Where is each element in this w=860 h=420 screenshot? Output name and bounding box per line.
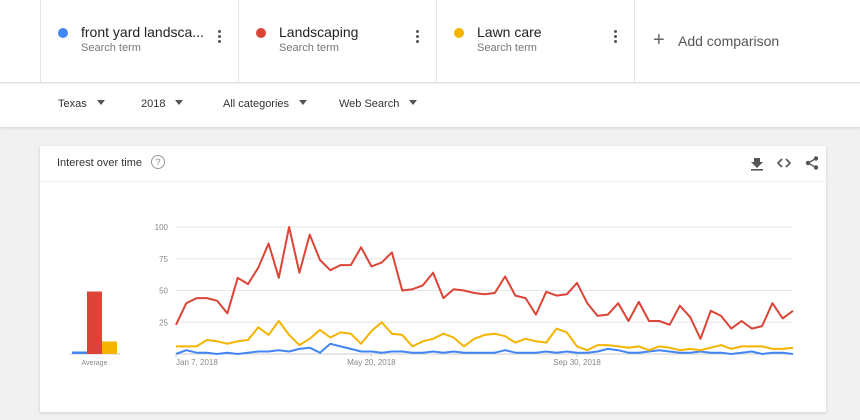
time-filter[interactable]: 2018	[141, 98, 184, 110]
series-color-dot	[58, 28, 68, 38]
search-term-2[interactable]: Landscaping Search term	[238, 0, 436, 83]
share-icon[interactable]	[804, 155, 820, 171]
chevron-down-icon	[175, 100, 184, 105]
search-term-name[interactable]: front yard landsca...	[81, 24, 204, 40]
category-filter-label: All categories	[223, 98, 290, 110]
y-tick-label: 100	[155, 223, 169, 232]
average-bar	[102, 341, 117, 354]
region-filter[interactable]: Texas	[58, 98, 105, 110]
average-bars: Average	[70, 291, 120, 367]
download-icon[interactable]	[749, 155, 765, 171]
more-options-icon[interactable]	[614, 30, 618, 44]
more-options-icon[interactable]	[218, 30, 222, 44]
search-type-filter[interactable]: Web Search	[339, 98, 418, 110]
search-term-1[interactable]: front yard landsca... Search term	[40, 0, 238, 83]
x-axis-labels: Jan 7, 2018 May 20, 2018 Sep 30, 2018	[175, 354, 601, 367]
x-tick-label: Jan 7, 2018	[176, 358, 218, 367]
chevron-down-icon	[299, 100, 308, 105]
category-filter[interactable]: All categories	[223, 98, 308, 110]
search-term-type: Search term	[477, 42, 537, 54]
x-tick-label: May 20, 2018	[347, 358, 396, 367]
time-filter-label: 2018	[141, 98, 166, 110]
y-tick-label: 50	[159, 287, 168, 296]
chevron-down-icon	[409, 100, 418, 105]
help-icon[interactable]: ?	[151, 155, 165, 169]
y-tick-label: 75	[159, 255, 168, 264]
search-terms-bar: front yard landsca... Search term Landsc…	[0, 0, 860, 83]
plus-icon: +	[653, 29, 665, 51]
chart-lines	[175, 226, 794, 355]
series-line[interactable]	[175, 226, 794, 340]
average-bar	[72, 351, 87, 354]
search-term-name[interactable]: Landscaping	[279, 24, 359, 40]
series-line[interactable]	[175, 342, 794, 355]
series-color-dot	[454, 28, 464, 38]
search-term-type: Search term	[279, 42, 339, 54]
card-title: Interest over time	[57, 157, 142, 169]
y-tick-label: 25	[159, 318, 168, 327]
embed-icon[interactable]	[776, 155, 792, 171]
interest-over-time-card: Interest over time ? 25 50 75 100 Average J…	[40, 146, 826, 412]
card-header: Interest over time ?	[40, 146, 826, 182]
chart-grid: 25 50 75 100	[155, 223, 793, 355]
average-label: Average	[82, 360, 108, 367]
filters-bar: Texas 2018 All categories Web Search	[0, 84, 860, 128]
search-term-type: Search term	[81, 42, 141, 54]
more-options-icon[interactable]	[416, 30, 420, 44]
series-color-dot	[256, 28, 266, 38]
search-term-3[interactable]: Lawn care Search term	[436, 0, 634, 83]
chevron-down-icon	[96, 100, 105, 105]
search-type-filter-label: Web Search	[339, 98, 400, 110]
interest-chart: 25 50 75 100 Average Jan 7, 2018 May 20, 201…	[70, 223, 794, 367]
search-term-name[interactable]: Lawn care	[477, 24, 542, 40]
x-tick-label: Sep 30, 2018	[553, 358, 601, 367]
add-comparison-label: Add comparison	[678, 33, 780, 49]
average-bar	[87, 291, 102, 354]
region-filter-label: Texas	[58, 98, 87, 110]
series-line[interactable]	[176, 320, 794, 352]
add-comparison-button[interactable]: + Add comparison	[634, 0, 860, 83]
